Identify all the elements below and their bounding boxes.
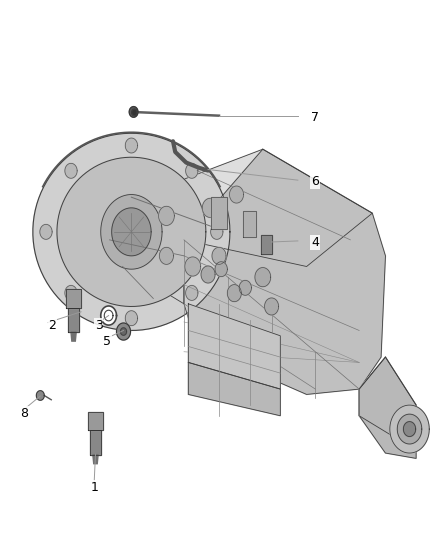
Polygon shape [390,405,429,453]
Text: 1: 1 [90,481,98,494]
Polygon shape [215,262,227,277]
Polygon shape [239,280,251,295]
Text: 4: 4 [311,236,319,249]
Polygon shape [188,304,280,389]
Text: 5: 5 [103,335,111,348]
Text: 8: 8 [20,407,28,419]
Polygon shape [33,133,230,330]
Polygon shape [212,247,226,264]
Polygon shape [68,308,79,332]
Polygon shape [159,247,173,264]
Polygon shape [185,257,201,276]
Polygon shape [403,422,416,437]
Polygon shape [184,149,385,394]
Text: 3: 3 [95,319,102,332]
Polygon shape [397,414,422,444]
Polygon shape [159,206,174,225]
Polygon shape [186,163,198,178]
Polygon shape [132,109,137,116]
Polygon shape [255,268,271,287]
Polygon shape [243,211,256,237]
Polygon shape [188,362,280,416]
Text: 2: 2 [49,319,57,332]
Polygon shape [93,455,98,464]
Polygon shape [66,289,81,308]
Polygon shape [90,430,101,455]
Polygon shape [123,149,372,266]
Polygon shape [211,224,223,239]
Polygon shape [125,138,138,153]
Polygon shape [129,107,138,117]
Polygon shape [202,198,218,217]
Polygon shape [101,195,162,269]
Text: 7: 7 [311,111,319,124]
Polygon shape [112,208,151,256]
Polygon shape [125,311,138,326]
Polygon shape [123,203,184,304]
Polygon shape [36,391,44,400]
Polygon shape [65,163,77,178]
Polygon shape [230,186,244,203]
Polygon shape [57,157,206,306]
Polygon shape [117,323,131,340]
Polygon shape [40,224,52,239]
Polygon shape [88,412,103,430]
Polygon shape [211,197,227,229]
Polygon shape [359,357,416,458]
Polygon shape [120,328,127,335]
Polygon shape [265,298,279,315]
Polygon shape [101,306,117,325]
Polygon shape [227,285,241,302]
Polygon shape [186,286,198,301]
Polygon shape [65,286,77,301]
Polygon shape [261,235,272,254]
Polygon shape [201,266,215,283]
Polygon shape [104,310,113,321]
Polygon shape [71,332,76,341]
Text: 6: 6 [311,175,319,188]
Polygon shape [359,357,416,437]
